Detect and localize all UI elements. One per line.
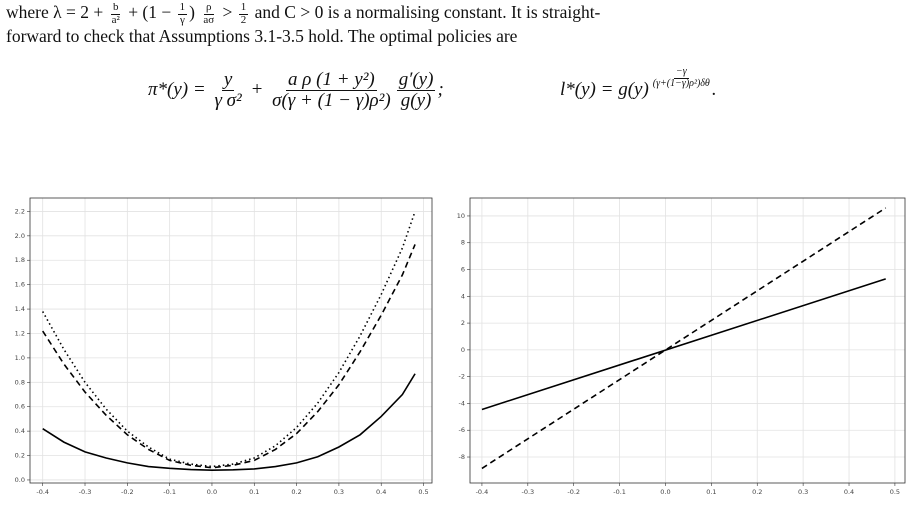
x-tick-label: 0.5 (890, 488, 900, 496)
data-line (41, 211, 416, 468)
fraction: b a² (110, 1, 122, 26)
numerator: g′(y) (396, 68, 436, 91)
x-tick-label: 0.0 (660, 488, 670, 496)
x-tick-label: 0.4 (844, 488, 854, 496)
denominator: (γ+(1−γ)ρ²)δθ (652, 77, 710, 89)
numerator: b (110, 1, 121, 15)
data-line (481, 207, 887, 470)
x-tick-label: 0.2 (752, 488, 762, 496)
text-segment: . (711, 79, 717, 100)
text-segment: and C > 0 is a normalising constant. It … (250, 2, 601, 23)
y-tick-label: -8 (459, 453, 465, 461)
y-tick-label: 2.2 (15, 207, 25, 215)
numerator: 1 (177, 1, 188, 15)
text-segment: l*(y) = g(y) (560, 79, 649, 100)
y-tick-label: 1.8 (15, 256, 25, 264)
y-tick-label: 4 (461, 292, 465, 300)
y-tick-label: -6 (459, 426, 465, 434)
y-tick-label: 0 (461, 346, 465, 354)
plot-border (29, 197, 433, 484)
exponent-fraction: −γ (γ+(1−γ)ρ²)δθ (651, 66, 712, 89)
x-tick-label: 0.1 (249, 488, 259, 496)
data-line (481, 278, 886, 411)
text-segment: ) (189, 2, 200, 23)
y-tick-label: 0.8 (15, 378, 25, 386)
x-tick-label: -0.3 (521, 488, 534, 496)
fraction: g′(y) g(y) (396, 68, 436, 111)
numerator: y (221, 68, 235, 91)
x-tick-label: -0.2 (121, 488, 134, 496)
y-tick-label: 0.4 (15, 427, 25, 435)
plot-border (469, 197, 906, 484)
text-segment: ; (437, 79, 444, 100)
y-tick-label: 0.0 (15, 476, 25, 484)
numerator: 1 (238, 1, 249, 15)
text-segment: forward to check that Assumptions 3.1-3.… (6, 26, 518, 46)
x-tick-label: 0.1 (706, 488, 716, 496)
y-tick-label: -4 (459, 399, 465, 407)
numerator: ρ (204, 1, 214, 15)
x-tick-label: 0.4 (376, 488, 386, 496)
text-segment: + (245, 79, 269, 100)
equation: l*(y) = g(y) −γ (γ+(1−γ)ρ²)δθ. (560, 62, 717, 118)
y-tick-label: 0.6 (15, 403, 25, 411)
denominator: γ σ² (214, 89, 242, 111)
y-tick-label: 6 (461, 266, 465, 274)
text-line: forward to check that Assumptions 3.1-3.… (6, 26, 517, 47)
y-tick-label: 0.2 (15, 452, 25, 460)
y-tick-label: 2.0 (15, 232, 25, 240)
denominator: a² (111, 13, 120, 26)
y-tick-label: 1.0 (15, 354, 25, 362)
y-tick-label: 1.6 (15, 281, 25, 289)
text-segment: λ = 2 + (53, 2, 108, 23)
denominator: σ(γ + (1 − γ)ρ²) (272, 89, 391, 111)
denominator: 2 (240, 13, 247, 26)
numerator: −γ (673, 66, 689, 79)
y-tick-label: 8 (461, 239, 465, 247)
y-tick-label: 2 (461, 319, 465, 327)
denominator: aσ (203, 13, 215, 26)
numerator: a ρ (1 + y²) (286, 68, 377, 91)
y-tick-label: 1.4 (15, 305, 25, 313)
x-tick-label: -0.4 (476, 488, 489, 496)
denominator: γ (179, 13, 185, 26)
x-tick-label: -0.1 (613, 488, 626, 496)
x-tick-label: 0.0 (207, 488, 217, 496)
x-tick-label: -0.1 (163, 488, 176, 496)
text-segment: > (218, 2, 237, 23)
text-segment: π*(y) = (148, 79, 211, 100)
fraction: ρ aσ (201, 1, 216, 26)
text-segment: + (1 − (123, 2, 176, 23)
data-line (42, 244, 416, 469)
x-tick-label: 0.5 (418, 488, 428, 496)
text-segment: where (6, 2, 54, 23)
x-tick-label: 0.3 (334, 488, 344, 496)
fraction: a ρ (1 + y²) σ(γ + (1 − γ)ρ²) (270, 68, 393, 111)
x-tick-label: -0.4 (36, 488, 49, 496)
data-line (42, 373, 416, 471)
x-tick-label: -0.2 (567, 488, 580, 496)
y-tick-label: -2 (459, 373, 465, 381)
y-tick-label: 1.2 (15, 329, 25, 337)
denominator: g(y) (400, 89, 432, 111)
y-tick-label: 10 (457, 212, 465, 220)
x-tick-label: 0.2 (291, 488, 301, 496)
x-tick-label: -0.3 (79, 488, 92, 496)
x-tick-label: 0.3 (798, 488, 808, 496)
